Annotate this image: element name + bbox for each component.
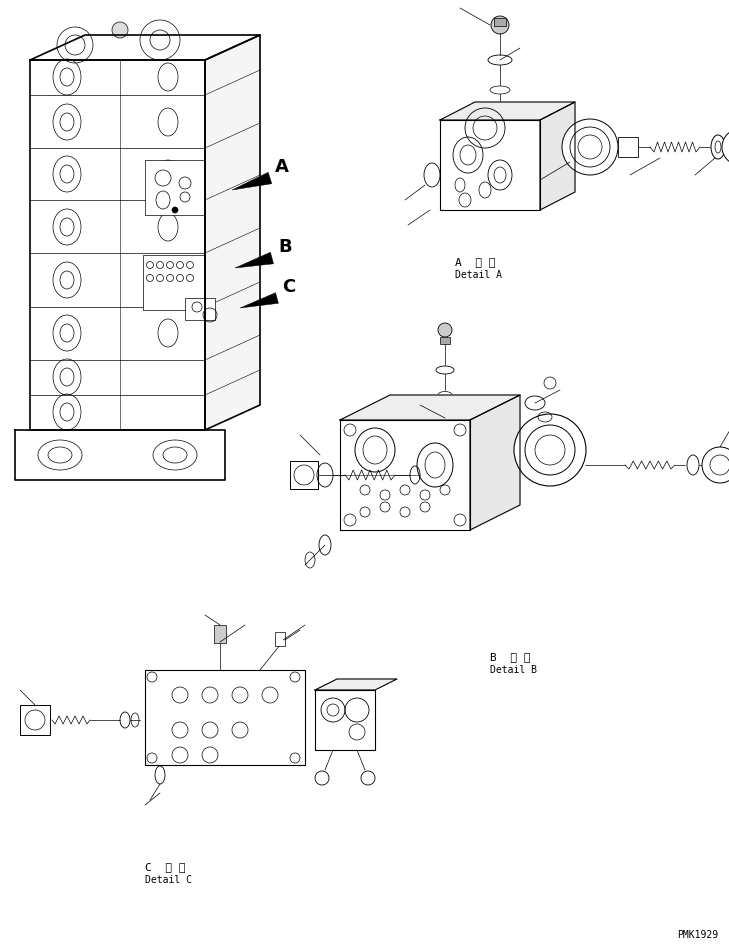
Polygon shape xyxy=(30,35,260,60)
Text: C  詳 細: C 詳 細 xyxy=(145,862,185,872)
Circle shape xyxy=(315,771,329,785)
Polygon shape xyxy=(315,679,397,690)
Polygon shape xyxy=(240,293,278,308)
Text: B  詳 細: B 詳 細 xyxy=(490,652,531,662)
Circle shape xyxy=(702,447,729,483)
Text: Detail C: Detail C xyxy=(145,875,192,885)
Bar xyxy=(290,461,318,489)
Polygon shape xyxy=(440,120,540,210)
Polygon shape xyxy=(205,35,260,430)
Text: A  詳 細: A 詳 細 xyxy=(455,257,496,267)
Bar xyxy=(441,412,449,418)
Circle shape xyxy=(491,16,509,34)
Polygon shape xyxy=(340,420,470,530)
Circle shape xyxy=(514,414,586,486)
Bar xyxy=(214,625,226,643)
Polygon shape xyxy=(470,395,520,530)
Polygon shape xyxy=(315,690,375,750)
Polygon shape xyxy=(440,102,575,120)
Circle shape xyxy=(438,323,452,337)
Text: Detail B: Detail B xyxy=(490,665,537,675)
Polygon shape xyxy=(235,252,273,268)
Polygon shape xyxy=(340,395,520,420)
Bar xyxy=(143,255,205,310)
Text: Detail A: Detail A xyxy=(455,270,502,280)
Bar xyxy=(145,160,205,215)
Bar xyxy=(275,632,285,646)
Bar xyxy=(440,337,450,344)
Bar xyxy=(145,670,305,765)
Circle shape xyxy=(722,129,729,165)
Polygon shape xyxy=(232,172,272,190)
Text: A: A xyxy=(275,158,289,176)
Circle shape xyxy=(361,771,375,785)
Circle shape xyxy=(112,22,128,38)
Bar xyxy=(494,18,506,26)
Text: B: B xyxy=(278,238,292,256)
Bar xyxy=(20,705,50,735)
Circle shape xyxy=(562,119,618,175)
Circle shape xyxy=(172,207,178,213)
Bar xyxy=(185,298,215,320)
Bar xyxy=(618,137,638,157)
Polygon shape xyxy=(15,430,225,480)
Polygon shape xyxy=(540,102,575,210)
Text: PMK1929: PMK1929 xyxy=(677,930,718,940)
Text: C: C xyxy=(282,278,295,296)
